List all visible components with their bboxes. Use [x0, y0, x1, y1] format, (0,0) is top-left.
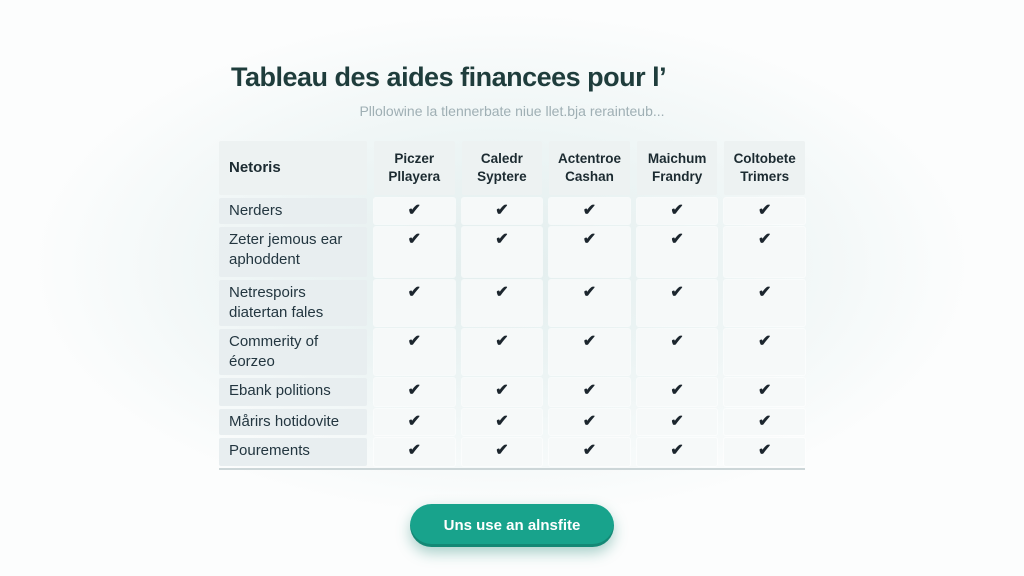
check-icon: ✔ [670, 413, 684, 430]
column-header-features: Netoris [219, 141, 367, 195]
table-cell: ✔ [374, 438, 455, 466]
check-icon: ✔ [495, 382, 509, 399]
check-icon: ✔ [670, 382, 684, 399]
row-label: Zeter jemous ear aphoddent [219, 227, 367, 277]
check-icon: ✔ [407, 382, 421, 399]
check-icon: ✔ [495, 413, 509, 430]
check-icon: ✔ [582, 202, 597, 219]
check-icon: ✔ [757, 202, 772, 219]
comparison-table: Netoris Piczer Pllayera Caledr Syptere A… [219, 141, 805, 470]
table-cell: ✔ [636, 280, 718, 326]
check-icon: ✔ [495, 333, 509, 350]
table-cell: ✔ [636, 409, 718, 435]
table-cell: ✔ [724, 438, 805, 466]
row-label: Mårirs hotidovite [219, 409, 367, 435]
check-icon: ✔ [757, 442, 772, 459]
check-icon: ✔ [582, 231, 597, 248]
table-cell: ✔ [636, 198, 718, 224]
primary-cta-button[interactable]: Uns use an alnsfite [409, 504, 615, 547]
table-cell: ✔ [724, 378, 805, 406]
check-icon: ✔ [407, 442, 421, 459]
check-icon: ✔ [670, 284, 684, 301]
table-cell: ✔ [374, 198, 455, 224]
check-icon: ✔ [582, 413, 597, 430]
table-cell: ✔ [549, 438, 630, 466]
check-icon: ✔ [670, 442, 684, 459]
check-icon: ✔ [582, 333, 597, 350]
row-label: Netrespoirs diatertan fales [219, 280, 367, 326]
table-cell: ✔ [549, 198, 630, 224]
check-icon: ✔ [670, 202, 684, 219]
check-icon: ✔ [757, 333, 772, 350]
column-header-5: Coltobete Trimers [724, 141, 805, 195]
table-cell: ✔ [724, 227, 805, 277]
check-icon: ✔ [495, 231, 509, 248]
row-label: Pourements [219, 438, 367, 466]
column-header-4: Maichum Frandry [636, 141, 718, 195]
row-label: Commerity of éorzeo [219, 329, 367, 375]
table-cell: ✔ [549, 227, 630, 277]
check-icon: ✔ [407, 202, 421, 219]
table-cell: ✔ [461, 438, 543, 466]
page-title: Tableau des aides financees pour l’ [231, 62, 667, 92]
table-cell: ✔ [724, 280, 805, 326]
table-cell: ✔ [724, 409, 805, 435]
check-icon: ✔ [495, 442, 509, 459]
table-cell: ✔ [636, 378, 718, 406]
check-icon: ✔ [582, 382, 597, 399]
table-cell: ✔ [549, 329, 630, 375]
table-cell: ✔ [461, 280, 543, 326]
table-cell: ✔ [549, 378, 630, 406]
check-icon: ✔ [670, 333, 684, 350]
table-cell: ✔ [461, 378, 543, 406]
table-cell: ✔ [374, 409, 455, 435]
table-cell: ✔ [636, 227, 718, 277]
check-icon: ✔ [495, 202, 509, 219]
row-label: Ebank politions [219, 378, 367, 406]
content-column: Tableau des aides financees pour l’ Pllo… [219, 0, 805, 547]
cta-container: Uns use an alnsfite [219, 504, 805, 547]
table-cell: ✔ [461, 329, 543, 375]
table-cell: ✔ [461, 227, 543, 277]
check-icon: ✔ [582, 284, 597, 301]
check-icon: ✔ [757, 413, 772, 430]
check-icon: ✔ [407, 413, 421, 430]
table-cell: ✔ [636, 329, 718, 375]
check-icon: ✔ [407, 284, 421, 301]
check-icon: ✔ [407, 333, 421, 350]
check-icon: ✔ [670, 231, 684, 248]
row-label: Nerders [219, 198, 367, 224]
table-cell: ✔ [461, 409, 543, 435]
check-icon: ✔ [757, 382, 772, 399]
check-icon: ✔ [757, 284, 772, 301]
check-icon: ✔ [757, 231, 772, 248]
column-header-2: Caledr Syptere [461, 141, 543, 195]
table-cell: ✔ [549, 409, 630, 435]
table-cell: ✔ [374, 378, 455, 406]
column-header-3: Actentroe Cashan [549, 141, 630, 195]
check-icon: ✔ [582, 442, 597, 459]
page-subtitle: Pllolowine la tlennerbate niue llet.bja … [359, 103, 665, 119]
table-cell: ✔ [549, 280, 630, 326]
table-cell: ✔ [636, 438, 718, 466]
table-cell: ✔ [724, 329, 805, 375]
column-header-1: Piczer Pllayera [374, 141, 455, 195]
table-cell: ✔ [374, 280, 455, 326]
check-icon: ✔ [495, 284, 509, 301]
table-cell: ✔ [374, 329, 455, 375]
check-icon: ✔ [407, 231, 421, 248]
table-cell: ✔ [374, 227, 455, 277]
table-cell: ✔ [724, 198, 805, 224]
table-cell: ✔ [461, 198, 543, 224]
